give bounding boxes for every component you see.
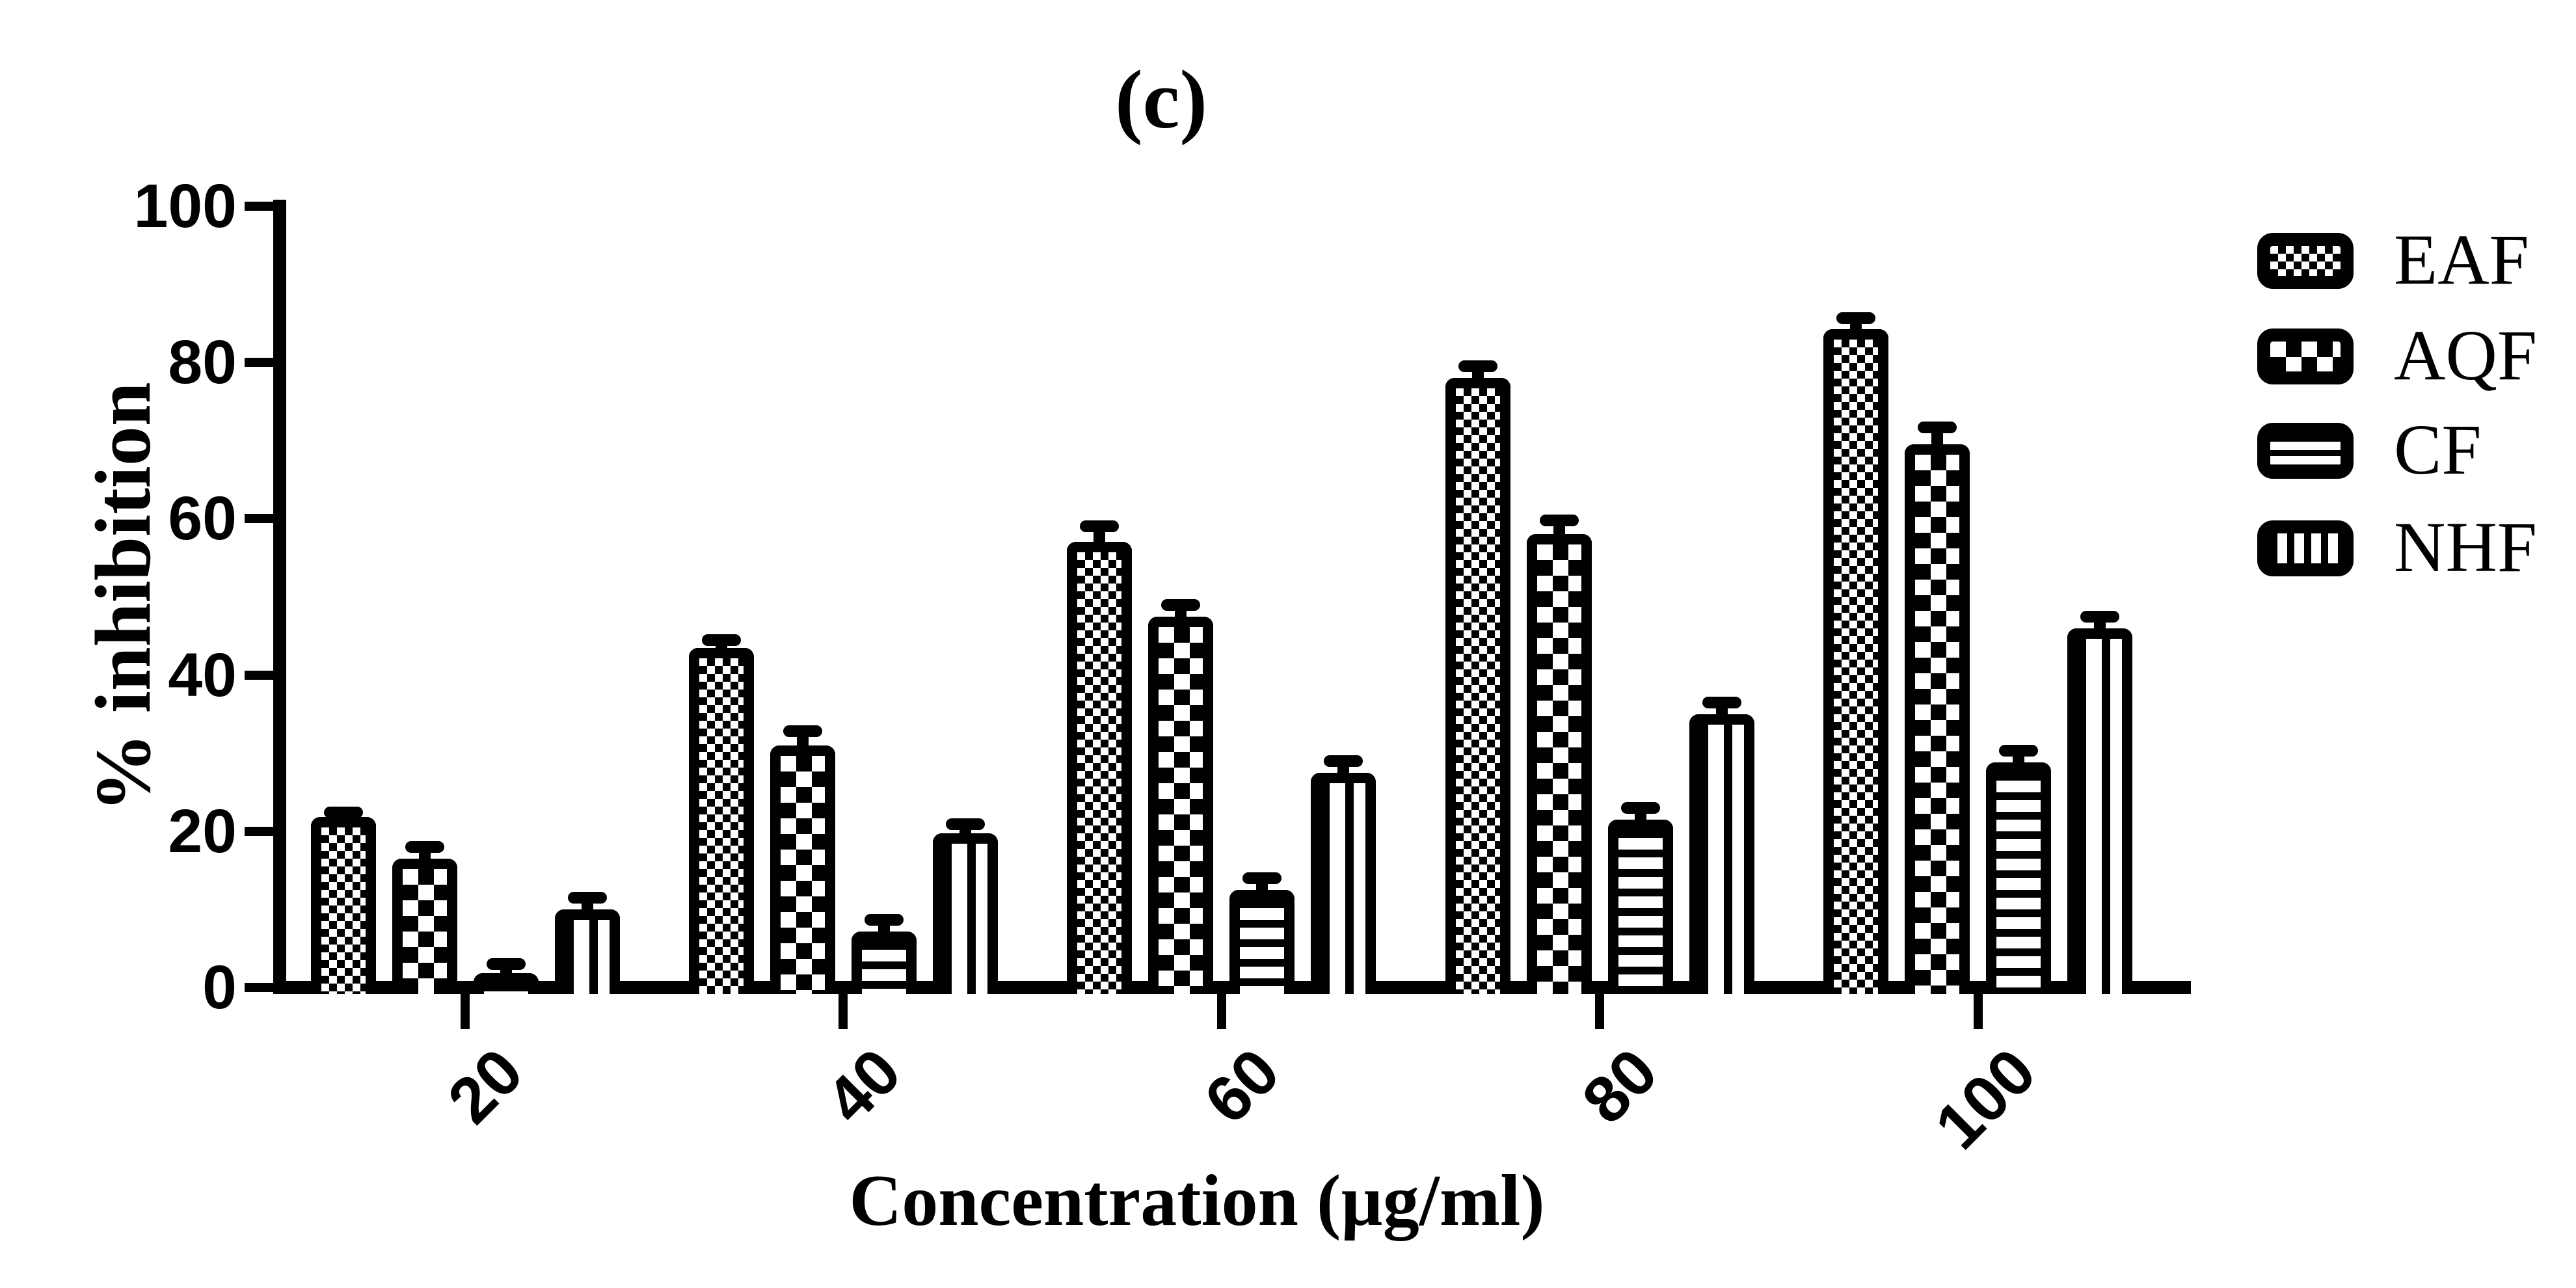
- bar-AQF-60: [1148, 616, 1214, 994]
- coarse-checker-swatch-icon: [2257, 329, 2354, 384]
- error-bar-cap: [1836, 312, 1876, 324]
- error-bar-cap: [323, 806, 363, 818]
- error-bar-cap: [1458, 360, 1497, 373]
- x-tick-label-text-100: 100: [1921, 1034, 2050, 1163]
- y-tick-label-0: 0: [202, 953, 237, 1022]
- fine-checker-swatch-icon: [2257, 233, 2354, 289]
- y-tick-20: [245, 826, 273, 836]
- x-tick-60: [1216, 994, 1226, 1029]
- error-bar-cap: [701, 634, 741, 646]
- horizontal-stripes-swatch-icon: [2257, 423, 2354, 479]
- y-tick-60: [245, 514, 273, 524]
- error-bar-cap: [1161, 598, 1201, 611]
- x-axis-title: Concentration (µg/ml): [849, 1161, 1545, 1241]
- bar-NHF-20: [554, 909, 620, 994]
- error-bar-cap: [1620, 801, 1660, 814]
- vertical-stripes-swatch-icon: [2257, 520, 2354, 576]
- error-bar-cap: [1918, 421, 1957, 433]
- y-tick-100: [245, 202, 273, 211]
- error-bar-cap: [864, 913, 904, 926]
- y-tick-label-80: 80: [168, 328, 237, 397]
- x-tick-label-text-40: 40: [812, 1034, 915, 1138]
- legend-label-nhf: NHF: [2394, 507, 2538, 587]
- bar-EAF-100: [1823, 329, 1889, 994]
- x-tick-label-text-60: 60: [1190, 1034, 1293, 1138]
- bar-CF-20: [473, 973, 539, 994]
- bar-CF-80: [1607, 819, 1673, 994]
- bar-AQF-40: [770, 745, 835, 994]
- error-bar-cap: [486, 958, 526, 970]
- bar-AQF-80: [1526, 534, 1592, 994]
- bar-EAF-60: [1067, 542, 1133, 994]
- legend-label-cf: CF: [2394, 410, 2482, 489]
- error-bar-cap: [1080, 520, 1120, 533]
- x-tick-label-text-80: 80: [1568, 1034, 1672, 1138]
- bar-EAF-40: [688, 647, 754, 994]
- bar-NHF-40: [932, 833, 998, 994]
- error-bar-cap: [405, 840, 444, 853]
- error-bar-cap: [1702, 696, 1741, 708]
- bar-NHF-100: [2067, 628, 2133, 994]
- error-bar-cap: [1242, 872, 1282, 884]
- error-bar-cap: [945, 818, 985, 830]
- y-tick-label-20: 20: [168, 796, 237, 866]
- y-axis-line: [273, 200, 286, 994]
- legend-label-eaf: EAF: [2394, 220, 2529, 299]
- y-tick-label-40: 40: [168, 640, 237, 710]
- bar-AQF-20: [392, 858, 457, 994]
- y-tick-label-60: 60: [168, 484, 237, 554]
- error-bar-cap: [2080, 610, 2120, 623]
- error-bar-cap: [567, 891, 607, 904]
- x-tick-100: [1973, 994, 1983, 1029]
- x-tick-20: [461, 994, 470, 1029]
- legend-label-aqf: AQF: [2394, 315, 2538, 395]
- bar-EAF-20: [310, 817, 376, 994]
- bar-NHF-60: [1311, 772, 1376, 994]
- error-bar-cap: [1999, 745, 2039, 757]
- chart-title: (c): [1114, 53, 1208, 146]
- y-tick-80: [245, 358, 273, 368]
- bar-NHF-80: [1689, 714, 1754, 994]
- bar-CF-40: [851, 931, 917, 994]
- x-tick-40: [839, 994, 848, 1029]
- y-tick-label-100: 100: [133, 172, 237, 241]
- x-tick-label-text-20: 20: [434, 1034, 537, 1138]
- bar-EAF-80: [1445, 378, 1510, 994]
- bar-CF-100: [1986, 762, 2052, 994]
- error-bar-cap: [1539, 514, 1579, 526]
- error-bar-cap: [783, 725, 822, 738]
- y-tick-40: [245, 670, 273, 680]
- error-bar-cap: [1324, 755, 1363, 767]
- x-tick-80: [1595, 994, 1605, 1029]
- bar-AQF-100: [1905, 444, 1970, 994]
- y-tick-0: [245, 983, 273, 992]
- bar-CF-60: [1229, 889, 1295, 994]
- y-axis-title-text: % inhibition: [79, 382, 167, 812]
